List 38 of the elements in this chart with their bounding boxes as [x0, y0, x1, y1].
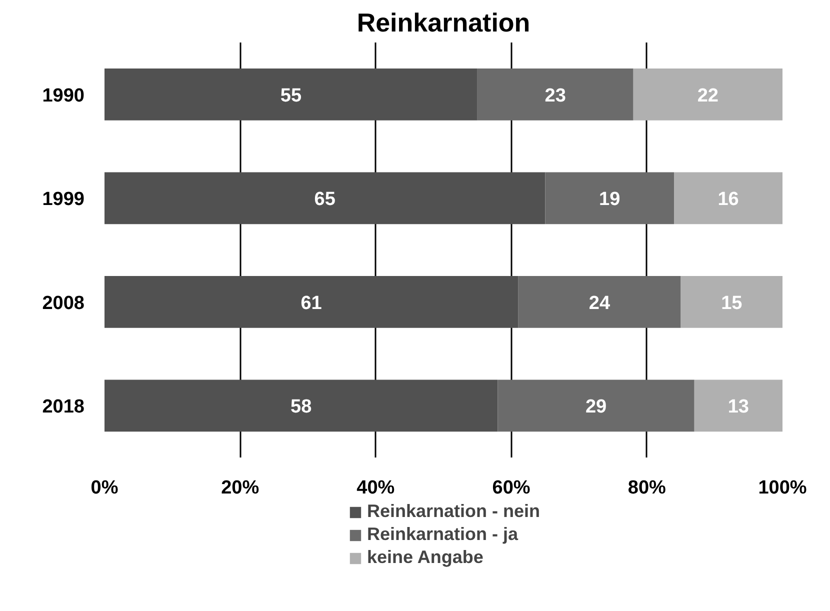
x-tick-label: 80% [628, 478, 666, 498]
x-tick-label: 60% [492, 478, 530, 498]
chart-title: Reinkarnation [356, 8, 530, 38]
legend-label: Reinkarnation - nein [366, 501, 540, 522]
bar [694, 380, 782, 432]
data-label: 22 [697, 85, 718, 106]
data-label: 15 [721, 292, 743, 314]
y-tick-label: 2008 [42, 292, 85, 314]
legend-label: keine Angabe [366, 547, 484, 568]
data-label: 23 [544, 85, 566, 106]
bar [477, 68, 634, 120]
y-tick-label: 2018 [42, 396, 85, 418]
bar [104, 276, 518, 328]
bar [104, 380, 498, 432]
data-label: 65 [314, 189, 336, 210]
x-tick-label: 20% [221, 478, 260, 498]
x-tick-label: 0% [90, 478, 118, 498]
data-label: 13 [728, 396, 750, 418]
data-label: 55 [280, 85, 302, 106]
bar [545, 172, 674, 224]
data-label: 29 [585, 396, 607, 418]
data-label: 61 [300, 292, 322, 314]
bar [104, 68, 478, 120]
x-tick-label: 100% [758, 478, 807, 498]
legend-label: Reinkarnation - ja [366, 524, 518, 545]
bar [680, 276, 782, 328]
bar [498, 380, 694, 432]
bar [518, 276, 681, 328]
data-label: 24 [588, 292, 610, 314]
y-tick-label: 1999 [42, 189, 85, 210]
y-tick-label: 1990 [42, 85, 85, 106]
x-tick-label: 40% [356, 478, 395, 498]
data-label: 16 [718, 189, 739, 210]
bar [633, 68, 782, 120]
bar [674, 172, 782, 224]
data-label: 19 [599, 189, 620, 210]
data-label: 58 [290, 396, 312, 418]
bar [104, 172, 546, 224]
